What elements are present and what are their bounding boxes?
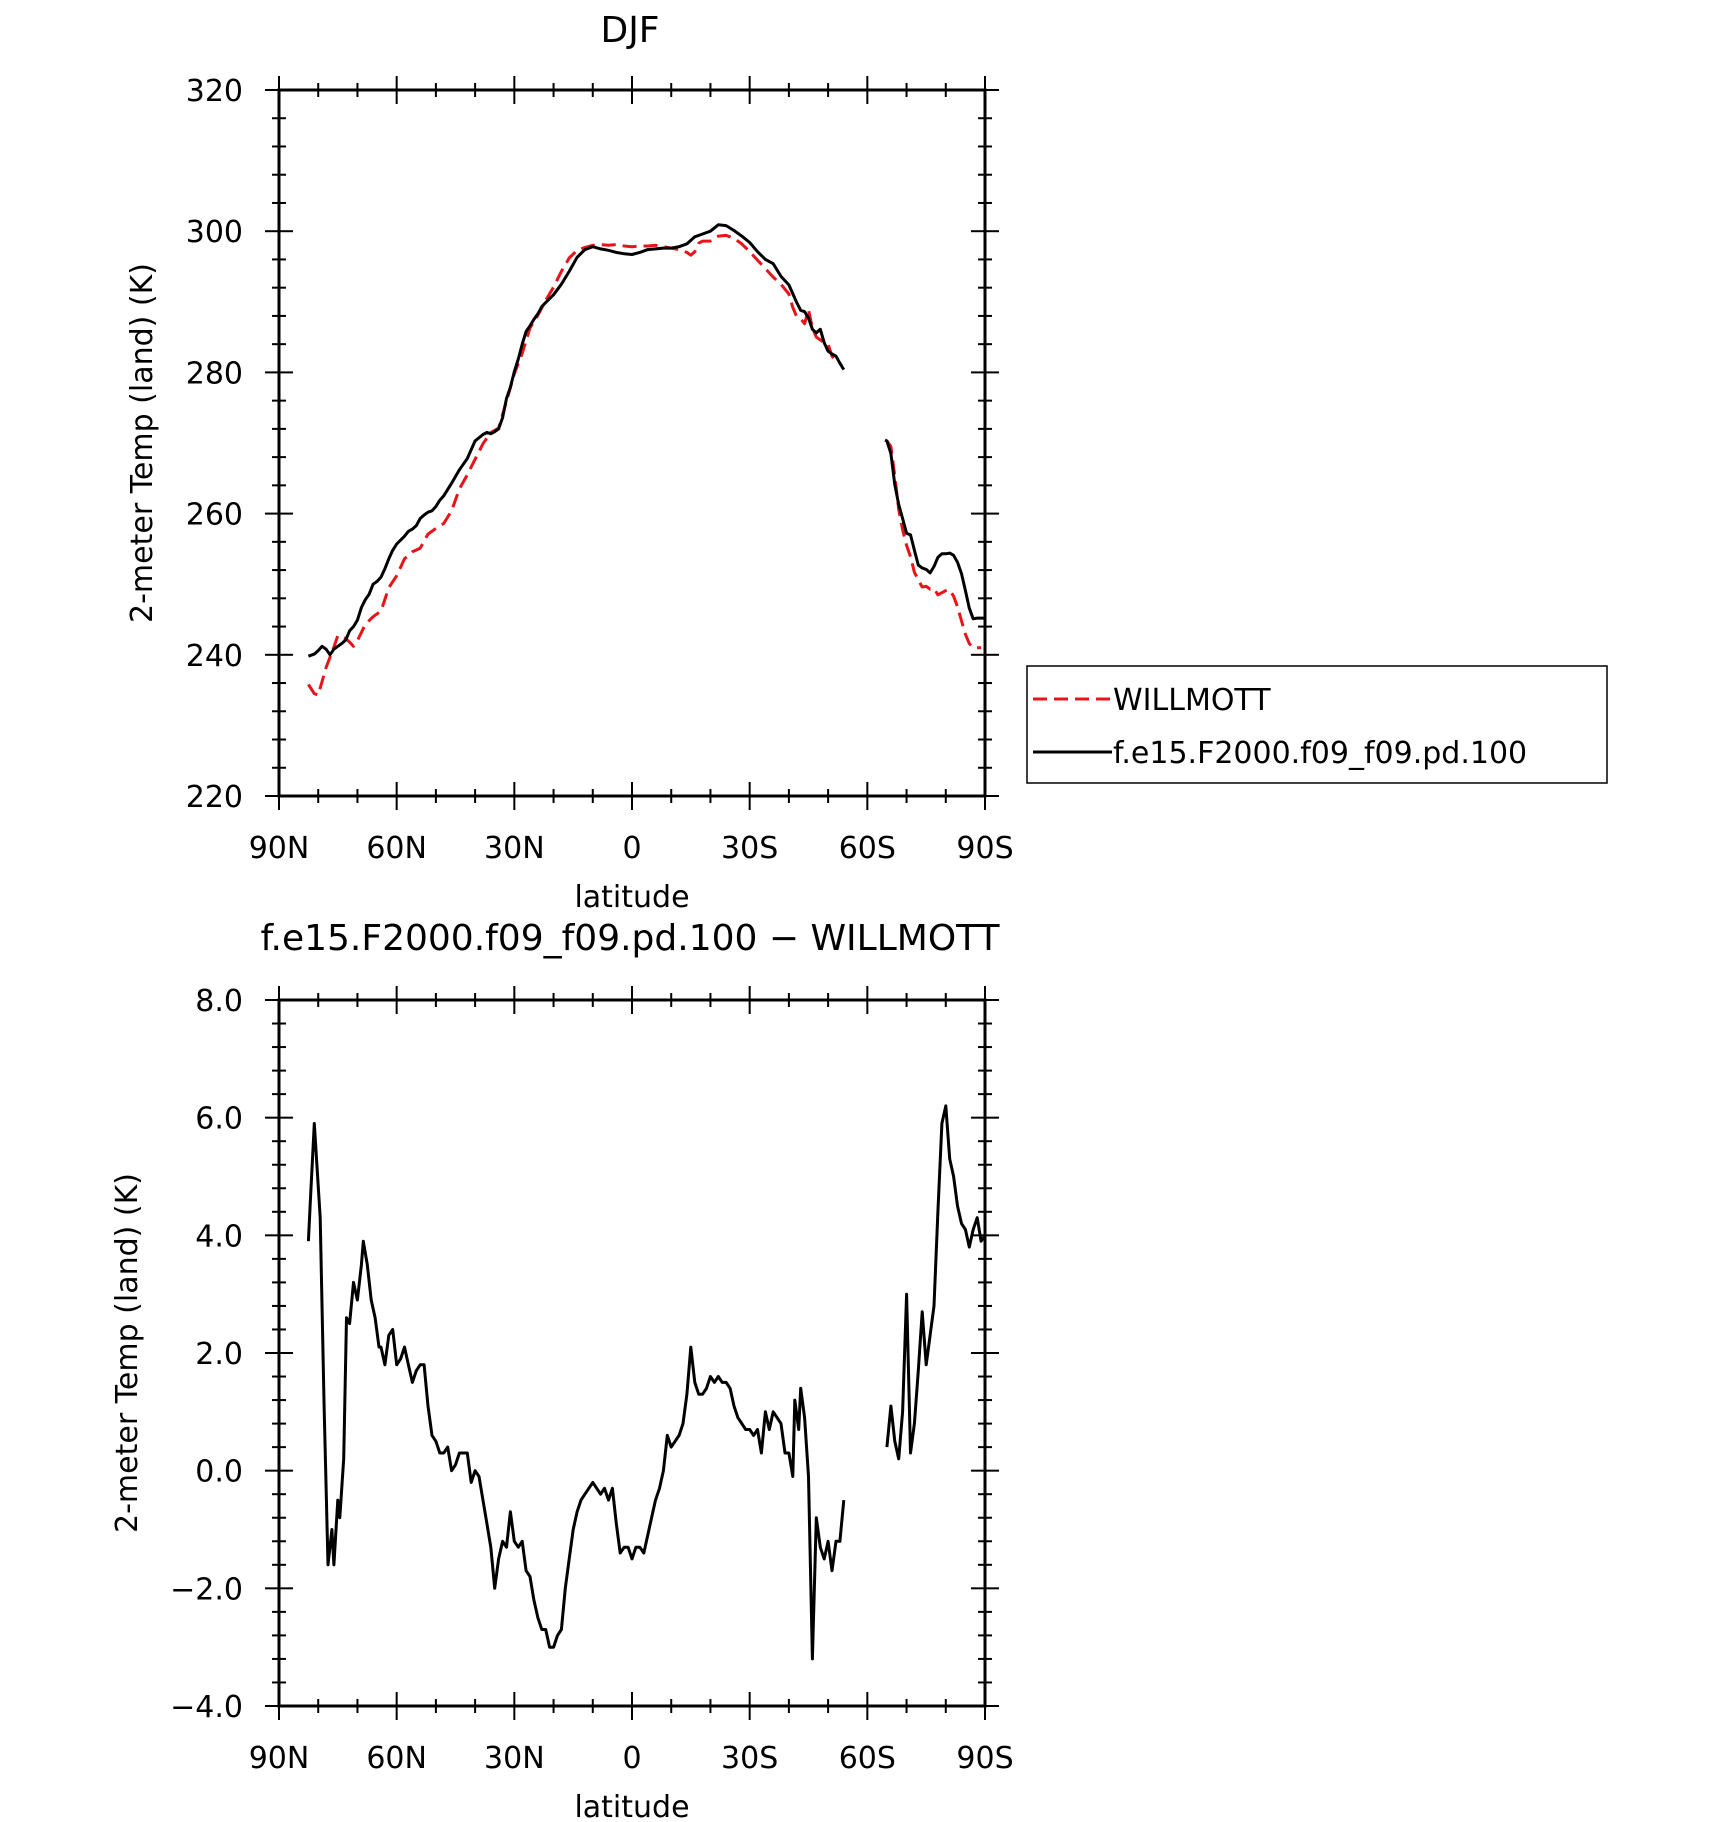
bottom-chart-y-tick-label: 0.0 (195, 1455, 243, 1490)
bottom-chart-x-tick-label: 90S (956, 1741, 1013, 1776)
top-chart-series (307, 223, 985, 697)
bottom-chart-y-tick-label: 8.0 (195, 984, 243, 1019)
top-chart-x-tick-labels: 90N 60N 30N 0 30S 60S 90S (249, 831, 1014, 866)
top-chart-y-tick-label: 260 (186, 498, 243, 533)
top-chart-y-tick-label: 220 (186, 780, 243, 815)
bottom-chart-series (306, 1104, 987, 1661)
bottom-chart-y-tick-label: 4.0 (195, 1219, 243, 1254)
top-chart-y-tick-label: 240 (186, 639, 243, 674)
legend-label-willmott: WILLMOTT (1113, 683, 1271, 718)
top-chart-series-line-0 (885, 440, 982, 650)
top-chart-ticks (265, 76, 999, 810)
top-chart-x-tick-label: 90N (249, 831, 310, 866)
bottom-chart-y-tick-label: −2.0 (170, 1572, 243, 1607)
top-chart-series-line-1 (307, 223, 846, 658)
bottom-chart-x-tick-label: 60N (366, 1741, 427, 1776)
top-chart-x-tick-label: 60N (366, 831, 427, 866)
bottom-chart-x-tick-label: 0 (622, 1741, 641, 1776)
bottom-chart-panel: f.e15.F2000.f09_f09.pd.100 − WILLMOTT −4… (110, 918, 1014, 1822)
top-chart-x-tick-label: 30S (721, 831, 778, 866)
bottom-chart-y-axis-label: 2-meter Temp (land) (K) (110, 1173, 145, 1533)
bottom-chart-title: f.e15.F2000.f09_f09.pd.100 − WILLMOTT (260, 918, 1000, 959)
bottom-chart-x-tick-labels: 90N 60N 30N 0 30S 60S 90S (249, 1741, 1014, 1776)
bottom-chart-y-tick-labels: −4.0 −2.0 0.0 2.0 4.0 6.0 8.0 (170, 984, 243, 1725)
bottom-chart-x-tick-label: 60S (839, 1741, 896, 1776)
bottom-chart-series-line-0 (306, 1122, 846, 1661)
bottom-chart-y-tick-label: −4.0 (170, 1690, 243, 1725)
bottom-chart-x-tick-label: 30N (484, 1741, 545, 1776)
top-chart-x-tick-label: 30N (484, 831, 545, 866)
top-chart-title: DJF (600, 10, 659, 51)
legend: WILLMOTT f.e15.F2000.f09_f09.pd.100 (1026, 665, 1608, 784)
legend-label-model: f.e15.F2000.f09_f09.pd.100 (1113, 736, 1527, 771)
top-chart-series-line-1 (884, 438, 985, 621)
bottom-chart-frame (277, 998, 987, 1708)
bottom-chart-x-tick-label: 30S (721, 1741, 778, 1776)
legend-box (1026, 665, 1608, 784)
top-chart-x-tick-label: 90S (956, 831, 1013, 866)
top-chart-x-tick-label: 0 (622, 831, 641, 866)
top-chart-y-tick-labels: 220 240 260 280 300 320 (186, 74, 243, 815)
bottom-chart-ticks (265, 986, 999, 1720)
top-chart-y-tick-label: 280 (186, 356, 243, 391)
bottom-chart-series-line-0 (885, 1104, 987, 1461)
top-chart-y-tick-label: 300 (186, 215, 243, 250)
top-chart-y-axis-label: 2-meter Temp (land) (K) (125, 263, 160, 623)
top-chart-series-line-0 (307, 233, 838, 697)
top-chart-y-tick-label: 320 (186, 74, 243, 109)
top-chart-x-axis-label: latitude (574, 880, 689, 915)
top-chart-frame (277, 88, 987, 798)
bottom-chart-y-tick-label: 6.0 (195, 1102, 243, 1137)
bottom-chart-x-axis-label: latitude (574, 1790, 689, 1822)
bottom-chart-x-tick-label: 90N (249, 1741, 310, 1776)
top-chart-x-tick-label: 60S (839, 831, 896, 866)
bottom-chart-y-tick-label: 2.0 (195, 1337, 243, 1372)
